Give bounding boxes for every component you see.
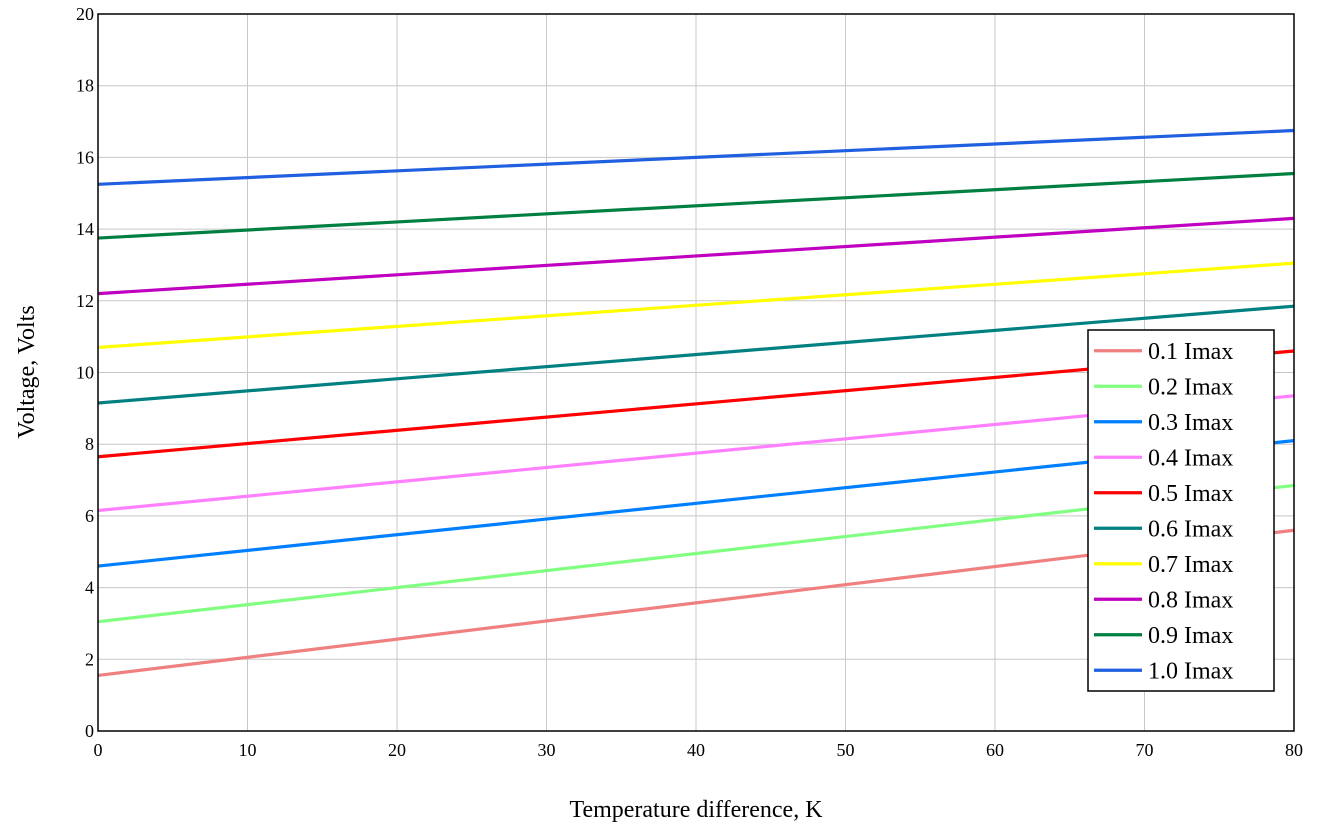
legend-label: 0.3 Imax xyxy=(1148,410,1233,436)
x-tick-label: 0 xyxy=(94,740,103,760)
x-tick-label: 70 xyxy=(1136,740,1154,760)
y-tick-label: 20 xyxy=(76,4,94,24)
y-axis-label: Voltage, Volts xyxy=(14,305,40,438)
x-tick-label: 80 xyxy=(1285,740,1303,760)
y-tick-label: 2 xyxy=(85,649,94,669)
x-tick-labels: 0 10 20 30 40 50 60 70 80 xyxy=(94,740,1304,760)
series-line xyxy=(97,261,1295,350)
x-axis-label: Temperature difference, K xyxy=(569,797,823,823)
y-tick-label: 8 xyxy=(85,434,94,454)
x-tick-label: 30 xyxy=(538,740,556,760)
x-tick-label: 60 xyxy=(986,740,1004,760)
legend-label: 0.2 Imax xyxy=(1148,374,1233,400)
x-tick-label: 50 xyxy=(837,740,855,760)
legend-box xyxy=(1087,329,1275,692)
legend-label: 0.1 Imax xyxy=(1148,339,1233,365)
legend: 0.1 Imax 0.2 Imax 0.3 Imax 0.4 Imax 0.5 Imax… xyxy=(1087,329,1275,692)
legend-label: 0.4 Imax xyxy=(1148,445,1233,471)
y-tick-label: 14 xyxy=(76,219,94,239)
legend-label: 0.7 Imax xyxy=(1148,552,1233,578)
legend-label: 0.9 Imax xyxy=(1148,623,1233,649)
series-line xyxy=(97,304,1295,405)
y-tick-label: 4 xyxy=(85,578,94,598)
legend-label: 0.5 Imax xyxy=(1148,481,1233,507)
series-line xyxy=(97,171,1295,240)
y-tick-labels: 0 2 4 6 8 10 12 14 16 18 20 xyxy=(76,4,94,741)
legend-label: 0.6 Imax xyxy=(1148,516,1233,542)
series-line xyxy=(97,128,1295,186)
legend-label: 0.8 Imax xyxy=(1148,587,1233,613)
y-tick-label: 12 xyxy=(76,291,94,311)
plot-frame xyxy=(97,13,1295,732)
x-tick-label: 20 xyxy=(388,740,406,760)
y-tick-label: 0 xyxy=(85,721,94,741)
y-tick-label: 10 xyxy=(76,363,94,383)
legend-label: 1.0 Imax xyxy=(1148,658,1233,684)
x-tick-label: 40 xyxy=(687,740,705,760)
x-tick-label: 10 xyxy=(239,740,257,760)
series-line xyxy=(97,216,1295,296)
y-tick-label: 18 xyxy=(76,76,94,96)
y-tick-label: 16 xyxy=(76,147,94,167)
y-tick-label: 6 xyxy=(85,506,94,526)
